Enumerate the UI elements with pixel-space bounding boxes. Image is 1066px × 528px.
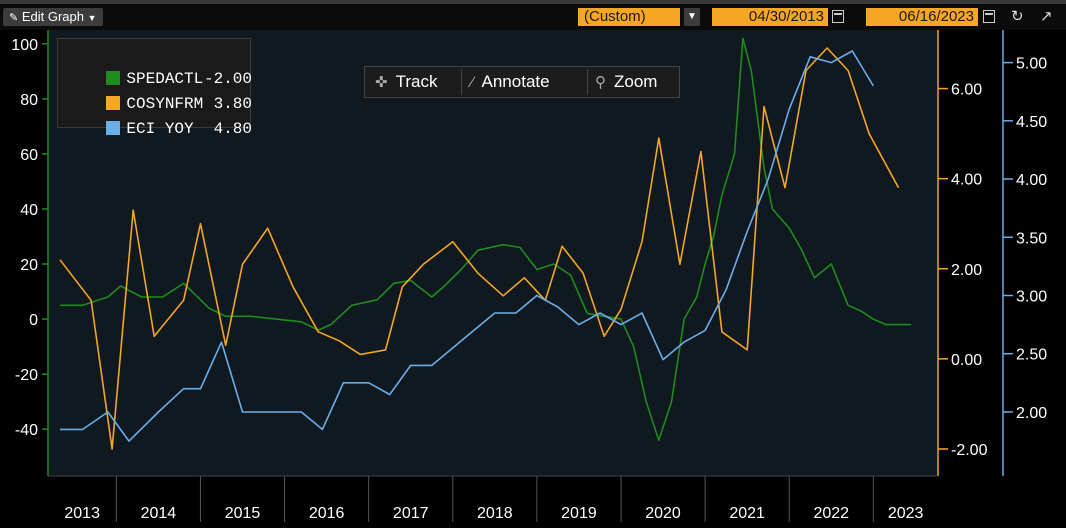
top-strip <box>0 0 1066 4</box>
x-axis-tick-label: 2016 <box>309 505 345 522</box>
legend-value-eci-yoy: 4.80 <box>213 120 252 138</box>
right-axis-eci-tick-label: 3.50 <box>1016 230 1047 247</box>
annotate-label: Annotate <box>481 72 550 91</box>
period-select[interactable]: (Custom) <box>578 8 680 26</box>
series-line-eci-yoy <box>60 50 874 442</box>
series-line-spedactl <box>60 37 912 442</box>
legend-swatch-spedactl <box>106 71 121 85</box>
period-dropdown-button[interactable]: ▼ <box>684 8 700 26</box>
pencil-icon: ∕ <box>471 74 474 91</box>
left-axis-tick-label: 20 <box>20 257 38 274</box>
annotate-button[interactable]: ∕ Annotate <box>471 67 550 97</box>
chart-tools: ✜ Track ∕ Annotate ⚲ Zoom <box>364 66 680 98</box>
right-axis-eci-tick-label: 5.00 <box>1016 56 1047 73</box>
track-button[interactable]: ✜ Track <box>375 67 437 97</box>
legend-label-spedactl: SPEDACTL <box>126 70 204 88</box>
end-calendar-icon[interactable] <box>983 10 995 23</box>
x-axis-tick-label: 2018 <box>477 505 513 522</box>
series-line-cosynfrm <box>59 47 900 450</box>
legend-value-spedactl: -2.00 <box>203 70 252 88</box>
x-axis-tick-label: 2013 <box>64 505 100 522</box>
chevron-down-icon: ▼ <box>87 13 97 23</box>
x-axis-tick-label: 2014 <box>141 505 177 522</box>
left-axis-tick-label: -40 <box>15 422 38 439</box>
start-date-input[interactable]: 04/30/2013 <box>712 8 828 26</box>
right-axis-cosynfrm-tick-label: 6.00 <box>951 82 982 99</box>
right-axis-eci-tick-label: 4.50 <box>1016 114 1047 131</box>
legend-item-eci-yoy: ECI YOY 4.80 <box>68 99 252 138</box>
left-axis-tick-label: 0 <box>29 312 38 329</box>
legend-swatch-cosynfrm <box>106 96 121 110</box>
crosshair-icon: ✜ <box>375 74 388 91</box>
start-calendar-icon[interactable] <box>832 10 844 23</box>
legend-label-eci-yoy: ECI YOY <box>126 120 194 138</box>
tool-divider <box>461 69 462 95</box>
top-toolbar: ✎ Edit Graph ▼ (Custom) ▼ 04/30/2013 06/… <box>0 0 1066 30</box>
right-axis-eci-tick-label: 2.50 <box>1016 347 1047 364</box>
right-axis-cosynfrm-tick-label: -2.00 <box>951 442 988 459</box>
right-axis-eci-tick-label: 3.00 <box>1016 289 1047 306</box>
legend: SPEDACTL -2.00 COSYNFRM 3.80 ECI YOY 4.80 <box>57 38 252 138</box>
x-axis-tick-label: 2020 <box>645 505 681 522</box>
legend-swatch-eci-yoy <box>106 121 121 135</box>
track-label: Track <box>395 72 438 91</box>
magnifier-icon: ⚲ <box>595 74 606 91</box>
legend-label-cosynfrm: COSYNFRM <box>126 95 204 113</box>
legend-item-cosynfrm: COSYNFRM 3.80 <box>68 74 252 113</box>
edit-icon: ✎ <box>9 12 19 24</box>
x-axis-tick-label: 2023 <box>888 505 924 522</box>
left-axis-tick-label: -20 <box>15 367 38 384</box>
right-axis-cosynfrm-tick-label: 2.00 <box>951 262 982 279</box>
zoom-button[interactable]: ⚲ Zoom <box>595 67 657 97</box>
edit-graph-label: Edit Graph <box>21 9 84 24</box>
x-axis-tick-label: 2021 <box>729 505 765 522</box>
edit-graph-button[interactable]: ✎ Edit Graph ▼ <box>3 8 103 26</box>
x-axis-tick-label: 2015 <box>225 505 261 522</box>
left-axis-tick-label: 40 <box>20 202 38 219</box>
right-axis-eci-tick-label: 2.00 <box>1016 405 1047 422</box>
x-axis-tick-label: 2019 <box>561 505 597 522</box>
x-axis-tick-label: 2022 <box>813 505 849 522</box>
right-axis-eci-tick-label: 4.00 <box>1016 172 1047 189</box>
left-axis-tick-label: 80 <box>20 92 38 109</box>
refresh-icon[interactable]: ↻ <box>1011 8 1024 25</box>
legend-item-spedactl: SPEDACTL -2.00 <box>68 49 252 88</box>
left-axis-tick-label: 60 <box>20 147 38 164</box>
left-axis-tick-label: 100 <box>11 37 38 54</box>
tool-divider <box>587 69 588 95</box>
right-axis-cosynfrm-tick-label: 0.00 <box>951 352 982 369</box>
x-axis-tick-label: 2017 <box>393 505 429 522</box>
legend-value-cosynfrm: 3.80 <box>213 95 252 113</box>
expand-icon[interactable]: ↗ <box>1040 8 1053 25</box>
end-date-input[interactable]: 06/16/2023 <box>866 8 978 26</box>
zoom-label: Zoom <box>614 72 658 91</box>
right-axis-cosynfrm-tick-label: 4.00 <box>951 172 982 189</box>
